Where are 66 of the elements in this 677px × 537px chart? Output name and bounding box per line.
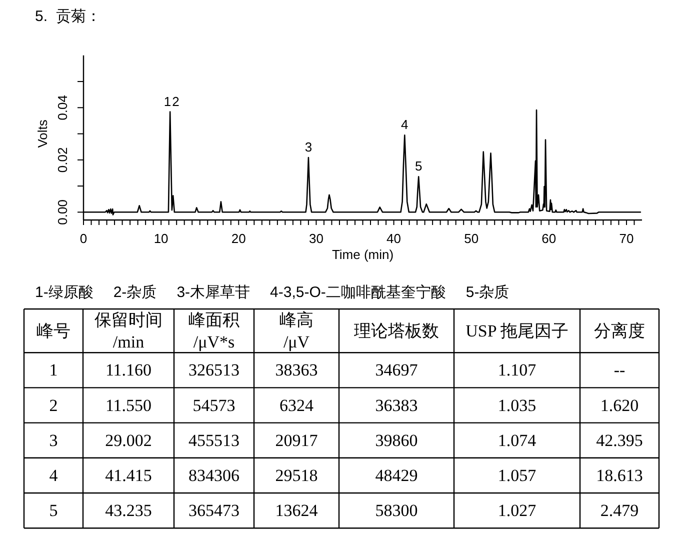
text: 2.479 [600,501,639,520]
y-axis-title: Volts [35,119,50,148]
text: 1.620 [600,396,639,415]
x-tick-label: USP 拖尾因子 [466,321,568,340]
text: 18.613 [596,466,643,485]
annotation: 4 [401,117,408,132]
text: 834306 [188,466,240,485]
x-tick-label: 50 [464,231,479,246]
y-tick-label: 0.04 [55,95,70,120]
text: 54573 [192,396,236,415]
text: 6324 [280,396,314,415]
text: 326513 [188,360,240,380]
chart-title: 5. 贡菊： [35,8,101,25]
x-tick-label: 70 [619,231,634,246]
text: 1.074 [498,430,536,450]
text: 39860 [375,430,418,450]
text: 1.057 [498,466,536,485]
y-tick-label: 1 [49,360,58,380]
text: 43.235 [105,501,152,520]
y-tick-label: 2 [49,396,58,415]
text: 38363 [275,360,318,380]
x-tick-label: 保留时间 /min [94,310,162,352]
text: 20917 [275,430,318,450]
text: 1.107 [498,360,536,380]
x-tick-label: 30 [308,231,324,246]
text: 4-3,5-O-二咖啡酰基奎宁酸 [270,284,446,301]
text: 48429 [375,466,418,485]
text: 58300 [375,501,418,520]
x-tick-label: 分离度 [594,321,645,340]
text: 13624 [275,501,318,520]
text: 29.002 [105,430,152,450]
y-tick-label: 0.02 [55,147,70,173]
text: 41.415 [105,466,152,485]
text: 34697 [375,360,418,380]
y-tick-label: 0.00 [55,200,70,225]
text: 1.035 [498,396,536,415]
annotation: 5 [414,158,422,174]
text: 365473 [188,501,240,520]
text: 1.027 [498,501,536,520]
text: 5-杂质 [466,284,510,301]
text: -- [614,360,626,380]
annotation: 1 [164,94,172,109]
x-tick-label: 峰高 /μV [280,310,314,352]
x-tick-label: 理论塔板数 [354,321,439,340]
y-axis-title: 峰号 [36,321,70,340]
text: 29518 [275,466,318,485]
x-tick-label: 40 [386,231,402,246]
x-tick-label: 60 [542,231,556,246]
annotation: 2 [172,94,180,109]
x-tick-label: 20 [231,231,246,246]
x-tick-label: 10 [154,231,168,246]
text: 11.550 [105,396,152,415]
text: 11.160 [105,360,152,380]
text: 1-绿原酸 [35,284,94,301]
x-tick-label: 峰面积 /μV*s [188,310,240,352]
text: 3-木犀草苷 [176,284,250,301]
text: 42.395 [596,430,643,450]
x-tick-label: 0 [80,231,88,246]
y-tick-label: 4 [49,466,58,485]
text: 36383 [375,396,418,415]
y-tick-label: 5 [49,501,58,520]
text: 2-杂质 [113,284,157,301]
annotation: 3 [304,140,312,155]
text: 455513 [188,430,240,450]
x-axis-title: Time (min) [332,247,394,262]
y-tick-label: 3 [49,430,58,450]
